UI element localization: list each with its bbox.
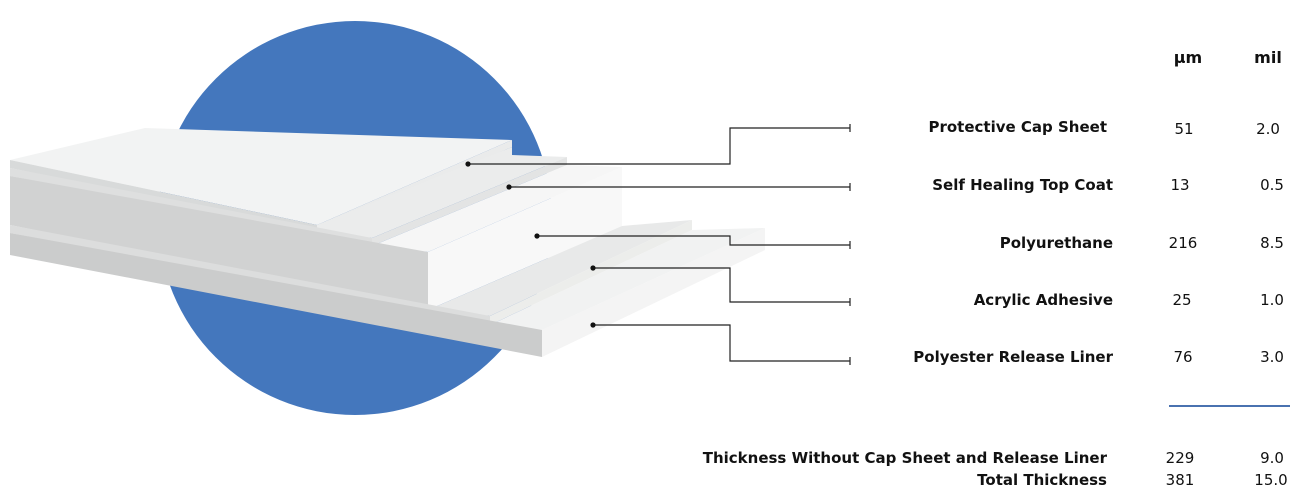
layer-mil-polyurethane: 8.5 xyxy=(1260,234,1284,252)
layer-mil-cap-sheet: 2.0 xyxy=(1256,120,1280,138)
layer-adhesive-side xyxy=(490,220,692,325)
layer-cap-sheet-top xyxy=(10,128,512,225)
leader-dot-liner xyxy=(590,322,596,328)
layer-name-top-coat: Self Healing Top Coat xyxy=(932,176,1113,194)
layer-polyurethane-side xyxy=(428,167,622,310)
layer-adhesive-top xyxy=(428,220,692,316)
leader-dot-top-coat xyxy=(506,184,512,190)
summary-mil-without-cap-liner: 9.0 xyxy=(1260,449,1284,467)
layer-mil-adhesive: 1.0 xyxy=(1260,291,1284,309)
layer-um-top-coat: 13 xyxy=(1170,176,1190,194)
layer-name-liner: Polyester Release Liner xyxy=(913,348,1113,366)
layer-liner-top xyxy=(490,228,765,330)
summary-um-total: 381 xyxy=(1165,471,1195,489)
layer-stack xyxy=(10,128,765,357)
summary-um-without-cap-liner: 229 xyxy=(1165,449,1195,467)
header-um: µm xyxy=(1173,48,1203,67)
layer-um-liner: 76 xyxy=(1173,348,1193,366)
layer-polyurethane-front xyxy=(10,176,428,310)
leader-lines xyxy=(468,124,851,365)
layer-liner-front xyxy=(10,233,542,357)
layer-um-adhesive: 25 xyxy=(1172,291,1192,309)
header-mil: mil xyxy=(1254,48,1282,67)
layer-um-cap-sheet: 51 xyxy=(1174,120,1194,138)
leader-line-adhesive xyxy=(593,267,850,303)
layer-mil-top-coat: 0.5 xyxy=(1260,176,1284,194)
summary-name-without-cap-liner: Thickness Without Cap Sheet and Release … xyxy=(702,449,1107,467)
layer-topcoat-top xyxy=(317,147,567,238)
leader-dot-cap-sheet xyxy=(465,161,471,167)
leader-line-polyurethane xyxy=(537,235,850,246)
summary-divider xyxy=(1169,405,1290,407)
layer-topcoat-side xyxy=(372,157,567,246)
leader-dot-adhesive xyxy=(590,265,596,271)
summary-name-total: Total Thickness xyxy=(977,471,1107,489)
layer-um-polyurethane: 216 xyxy=(1168,234,1198,252)
layer-name-cap-sheet: Protective Cap Sheet xyxy=(928,118,1107,136)
leader-dot-polyurethane xyxy=(534,233,540,239)
layer-name-polyurethane: Polyurethane xyxy=(999,234,1113,252)
summary-mil-total: 15.0 xyxy=(1254,471,1288,489)
layer-name-adhesive: Acrylic Adhesive xyxy=(973,291,1113,309)
leader-line-liner xyxy=(593,324,850,362)
layer-mil-liner: 3.0 xyxy=(1260,348,1284,366)
leader-line-cap-sheet xyxy=(468,127,850,165)
leader-dots xyxy=(465,161,596,328)
